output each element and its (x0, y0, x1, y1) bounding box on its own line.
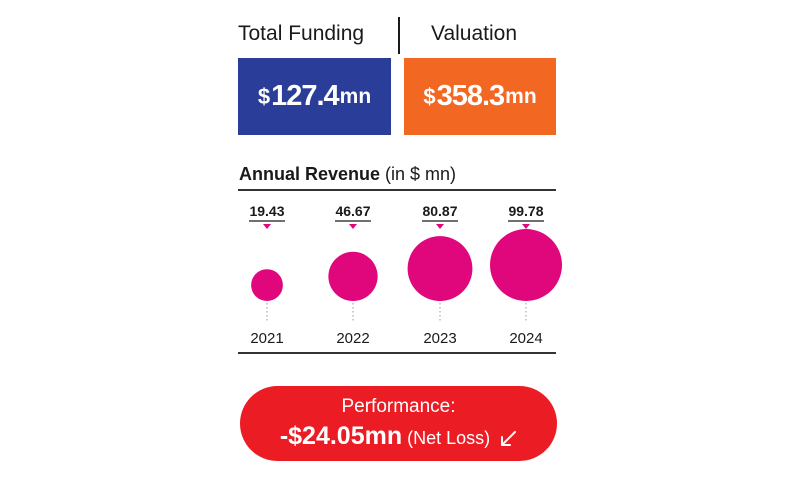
revenue-bubble (407, 236, 473, 301)
total-funding-amount: 127.4 (271, 80, 340, 112)
chart-top-rule (238, 189, 556, 191)
header-divider (398, 17, 400, 54)
total-funding-box: $127.4 mn (238, 58, 391, 135)
revenue-bubble (490, 229, 562, 301)
year-label: 2021 (250, 330, 283, 347)
year-label: 2023 (423, 330, 456, 347)
bubble-value-label: 19.43 (249, 203, 284, 219)
total-funding-currency: $ (257, 83, 271, 109)
performance-pill: Performance: -$24.05mn (Net Loss) (240, 386, 557, 461)
performance-value: -$24.05mn (279, 422, 403, 450)
valuation-box: $358.3 mn (404, 58, 556, 135)
valuation-amount: 358.3 (436, 80, 506, 112)
revenue-bubble (251, 269, 283, 301)
chart-title-unit: (in $ mn) (380, 164, 457, 184)
bubble-value-label: 80.87 (422, 203, 457, 219)
revenue-bubble (328, 251, 378, 301)
chart-title-main: Annual Revenue (239, 164, 381, 184)
total-funding-unit: mn (339, 84, 372, 108)
bubble-pointer-marker (263, 224, 271, 229)
valuation-label: Valuation (431, 22, 518, 45)
bubble-pointer-marker (436, 224, 444, 229)
valuation-unit: mn (505, 84, 537, 108)
performance-label: Performance: (341, 396, 456, 417)
year-label: 2022 (336, 330, 369, 347)
valuation-currency: $ (423, 83, 436, 109)
chart-title: Annual Revenue (in $ mn) (239, 164, 456, 185)
bubble-pointer-marker (522, 224, 530, 229)
arrow-down-left-icon (501, 431, 517, 447)
total-funding-label: Total Funding (238, 22, 365, 45)
performance-note: (Net Loss) (402, 428, 491, 448)
performance-line: -$24.05mn (Net Loss) (240, 422, 557, 451)
bubble-value-label: 46.67 (335, 203, 370, 219)
bubble-value-label: 99.78 (508, 203, 543, 219)
year-label: 2024 (509, 330, 542, 347)
chart-bottom-rule (238, 352, 556, 354)
bubble-pointer-marker (349, 224, 357, 229)
